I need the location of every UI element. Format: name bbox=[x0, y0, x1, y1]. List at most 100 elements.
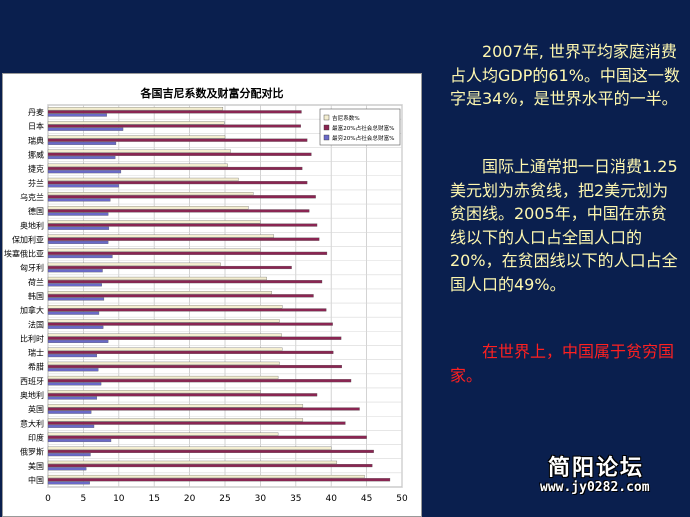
bar-series-2 bbox=[47, 350, 334, 354]
bar-series-2 bbox=[47, 435, 367, 439]
bar-series-3 bbox=[47, 410, 92, 414]
bar-series-3 bbox=[47, 269, 103, 273]
bar-series-3 bbox=[47, 481, 90, 485]
chart-legend: 吉尼系数% 最富20%占社会总财富% 最穷20%占社会总财富% bbox=[319, 108, 401, 146]
plot-area: 0 5 10 15 20 25 30 35 40 45 50 丹麦日本瑞典挪威捷克芬兰乌克兰德国奥地利… bbox=[4, 104, 408, 504]
bar-series-2 bbox=[47, 421, 346, 425]
bar-series-3 bbox=[47, 155, 116, 160]
bar-series-3 bbox=[47, 240, 109, 244]
bar-series-1 bbox=[47, 291, 272, 295]
bar-series-2 bbox=[47, 209, 310, 213]
category-label: 荷兰 bbox=[28, 277, 44, 287]
bar-series-1 bbox=[47, 460, 338, 464]
legend-box bbox=[319, 108, 401, 146]
category-label: 瑞典 bbox=[28, 135, 44, 145]
bar-series-1 bbox=[47, 333, 282, 337]
bar-series-2 bbox=[47, 322, 333, 326]
x-tick-label: 40 bbox=[325, 494, 337, 504]
bar-series-1 bbox=[47, 234, 275, 238]
bar-series-3 bbox=[47, 113, 107, 117]
category-label: 加拿大 bbox=[20, 305, 44, 315]
x-tick-label: 5 bbox=[81, 494, 87, 504]
bar-series-2 bbox=[47, 223, 318, 227]
bar-series-2 bbox=[47, 152, 312, 156]
category-label: 奥地利 bbox=[20, 220, 44, 230]
bar-series-1 bbox=[47, 177, 239, 181]
bar-series-3 bbox=[47, 297, 105, 301]
legend-swatch bbox=[323, 134, 330, 141]
bar-series-1 bbox=[47, 319, 280, 323]
bar-series-1 bbox=[47, 206, 249, 210]
bar-series-3 bbox=[47, 141, 117, 145]
bar-series-1 bbox=[47, 446, 332, 450]
bar-series-1 bbox=[47, 192, 254, 196]
bar-series-3 bbox=[47, 283, 102, 287]
legend-label: 最富20%占社会总财富% bbox=[332, 124, 395, 132]
bar-series-3 bbox=[47, 382, 102, 386]
bar-series-2 bbox=[47, 280, 323, 284]
bar-series-3 bbox=[47, 212, 109, 216]
bar-series-3 bbox=[47, 339, 109, 343]
x-tick-label: 50 bbox=[396, 494, 408, 504]
bar-series-2 bbox=[47, 364, 342, 369]
bar-series-2 bbox=[47, 393, 318, 397]
bar-series-2 bbox=[47, 336, 342, 340]
category-label: 丹麦 bbox=[28, 107, 44, 117]
forum-logo-text: 简阳论坛 bbox=[548, 456, 645, 481]
category-label: 西班牙 bbox=[20, 376, 44, 386]
bar-series-1 bbox=[47, 390, 261, 394]
category-label: 埃塞俄比亚 bbox=[4, 249, 44, 259]
category-label: 印度 bbox=[28, 432, 44, 442]
category-label: 俄罗斯 bbox=[20, 447, 44, 457]
forum-url: www.jy0282.com bbox=[540, 480, 650, 495]
bar-series-1 bbox=[47, 305, 283, 309]
category-label: 芬兰 bbox=[28, 178, 44, 188]
x-tick-label: 15 bbox=[148, 494, 159, 504]
category-label: 捷克 bbox=[28, 164, 44, 174]
bar-series-2 bbox=[47, 308, 327, 312]
chart-panel: 各国吉尼系数及财富分配对比 0 5 10 15 20 25 30 35 40 45 50 丹麦 日本 瑞典… bbox=[2, 73, 422, 517]
bar-series-2 bbox=[47, 294, 314, 298]
category-label: 挪威 bbox=[28, 150, 44, 160]
category-label: 美国 bbox=[28, 461, 44, 471]
bar-series-1 bbox=[47, 121, 225, 125]
bar-series-3 bbox=[47, 311, 100, 315]
bar-series-3 bbox=[47, 396, 98, 400]
category-label: 中国 bbox=[28, 475, 44, 485]
consumption-paragraph: 2007年, 世界平均家庭消费占人均GDP的61%。中国这一数字是34%，是世界… bbox=[450, 42, 680, 108]
bar-series-2 bbox=[47, 449, 374, 453]
bar-series-1 bbox=[47, 220, 261, 224]
bar-series-1 bbox=[47, 248, 261, 252]
bar-series-1 bbox=[47, 432, 279, 436]
category-label: 法国 bbox=[28, 319, 44, 329]
category-label: 瑞士 bbox=[28, 348, 44, 358]
bar-series-2 bbox=[47, 464, 373, 468]
bar-series-3 bbox=[47, 467, 87, 471]
conclusion-paragraph: 在世界上，中国属于贫穷国家。 bbox=[450, 342, 675, 385]
bar-series-3 bbox=[47, 184, 119, 188]
legend-swatch bbox=[323, 114, 330, 121]
bar-series-1 bbox=[47, 361, 280, 365]
bar-series-3 bbox=[47, 226, 110, 230]
bar-series-2 bbox=[47, 124, 301, 128]
bar-series-2 bbox=[47, 138, 308, 142]
category-label: 保加利亚 bbox=[12, 234, 44, 244]
bar-series-3 bbox=[47, 127, 124, 131]
category-label: 希腊 bbox=[28, 362, 44, 372]
bar-series-1 bbox=[47, 404, 304, 408]
bar-series-3 bbox=[47, 354, 98, 358]
bar-series-1 bbox=[47, 276, 267, 281]
category-label: 德国 bbox=[28, 206, 44, 216]
category-label: 英国 bbox=[28, 404, 44, 414]
bar-series-2 bbox=[47, 478, 391, 482]
bar-series-3 bbox=[47, 170, 122, 174]
bar-series-2 bbox=[47, 407, 360, 411]
x-tick-label: 45 bbox=[361, 494, 372, 504]
bar-series-1 bbox=[47, 375, 279, 380]
bar-series-3 bbox=[47, 368, 99, 372]
bar-series-1 bbox=[47, 135, 226, 139]
category-label: 日本 bbox=[28, 121, 44, 131]
x-tick-label: 10 bbox=[113, 494, 125, 504]
bar-series-3 bbox=[47, 255, 113, 259]
